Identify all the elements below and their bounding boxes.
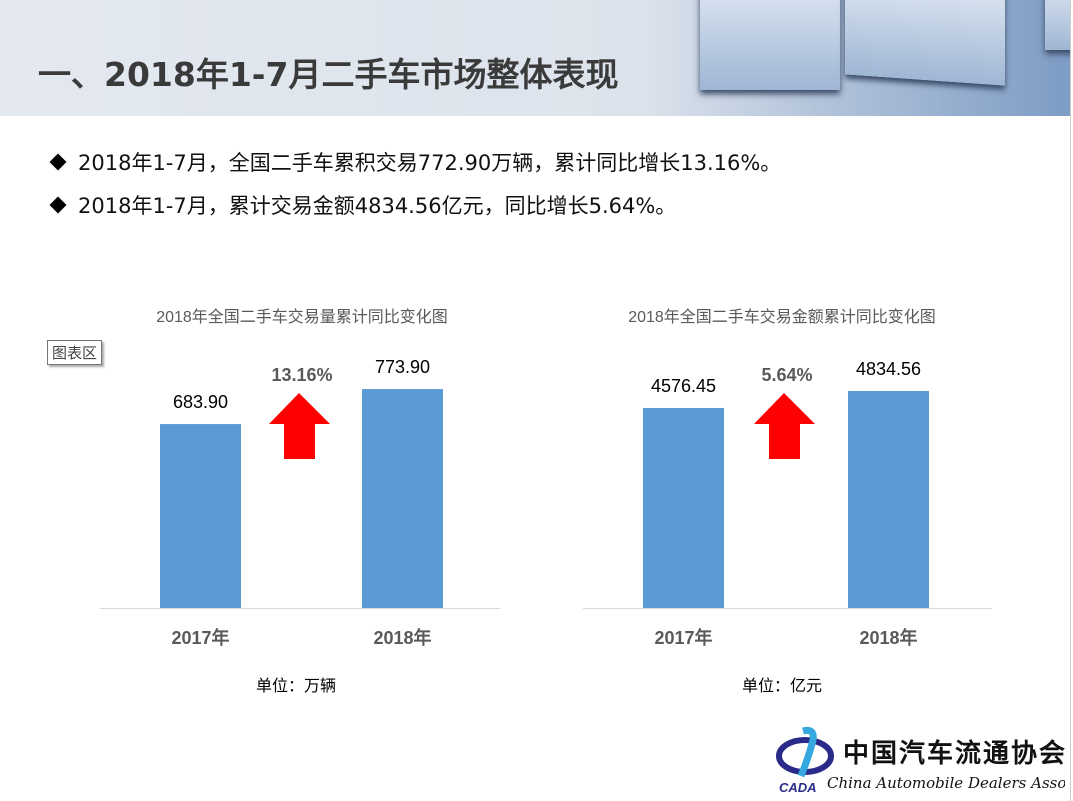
bar-2018年 [848,390,929,608]
bullet-text: 2018年1-7月，全国二手车累积交易772.90万辆，累计同比增长13.16%… [78,151,782,175]
x-tick-label: 2017年 [654,627,712,648]
bar-2017年 [643,407,724,608]
chart-area-tooltip: 图表区 [47,340,103,365]
x-tick-label: 2017年 [171,627,229,648]
bullet-item: 2018年1-7月，全国二手车累积交易772.90万辆，累计同比增长13.16%… [48,147,781,177]
slide-border [1070,0,1071,801]
growth-label: 5.64% [761,365,812,385]
header-banner: 一、2018年1-7月二手车市场整体表现 [0,0,1070,116]
up-arrow-icon [269,393,330,459]
cada-logo: CADA 中国汽车流通协会 China Automobile Dealers A… [776,726,1065,795]
bar-2017年 [160,424,241,608]
x-tick-label: 2018年 [373,627,431,648]
svg-text:中国汽车流通协会: 中国汽车流通协会 [843,738,1065,769]
data-label: 773.90 [375,357,430,377]
chart-title-amount: 2018年全国二手车交易金额累计同比变化图 [628,309,936,326]
data-label: 4834.56 [856,359,921,379]
banner-cube [700,0,840,90]
growth-label: 13.16% [271,365,332,385]
data-label: 4576.45 [651,376,716,396]
bullet-item: 2018年1-7月，累计交易金额4834.56亿元，同比增长5.64%。 [48,190,676,220]
svg-text:CADA: CADA [779,780,817,795]
chart-title-volume: 2018年全国二手车交易量累计同比变化图 [156,309,448,326]
bullet-text: 2018年1-7月，累计交易金额4834.56亿元，同比增长5.64%。 [78,194,677,218]
unit-label-amount: 单位：亿元 [742,678,823,695]
unit-label-volume: 单位：万辆 [256,678,337,695]
data-label: 683.90 [173,392,228,412]
x-tick-label: 2018年 [859,627,917,648]
page-title: 一、2018年1-7月二手车市场整体表现 [38,55,619,94]
logo-swoosh-icon [797,726,817,778]
up-arrow-icon [754,393,815,459]
banner-cube [1045,0,1070,50]
bar-2018年 [362,389,443,608]
svg-text:China Automobile Dealers Assoc: China Automobile Dealers Association [827,774,1065,792]
